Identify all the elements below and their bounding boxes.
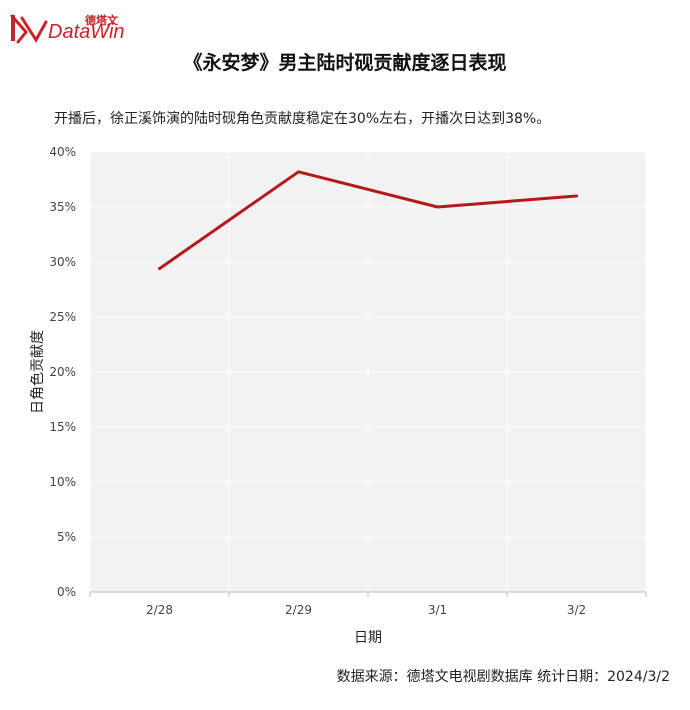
x-tick-label: 3/1: [428, 603, 447, 617]
y-tick-label: 35%: [49, 200, 76, 214]
y-tick-label: 15%: [49, 420, 76, 434]
chart-title: 《永安梦》男主陆时砚贡献度逐日表现: [183, 52, 507, 74]
logo-en-text: DataWin: [48, 21, 125, 43]
y-tick-labels: 0% 5% 10% 15% 20% 25% 30% 35% 40%: [49, 145, 76, 599]
y-tick-label: 10%: [49, 475, 76, 489]
x-tick-label: 2/29: [285, 603, 312, 617]
grid-lines: [89, 151, 647, 597]
y-tick-label: 20%: [49, 365, 76, 379]
x-axis-label: 日期: [354, 630, 382, 646]
y-axis-label: 日角色贡献度: [29, 330, 46, 414]
y-tick-label: 30%: [49, 255, 76, 269]
y-tick-label: 40%: [49, 145, 76, 159]
chart-subtitle: 开播后，徐正溪饰演的陆时砚角色贡献度稳定在30%左右，开播次日达到38%。: [54, 111, 551, 127]
datawin-logo: [8, 10, 148, 50]
y-tick-label: 25%: [49, 310, 76, 324]
x-tick-label: 3/2: [567, 603, 586, 617]
x-tick-labels: 2/28 2/29 3/1 3/2: [146, 603, 586, 617]
y-tick-label: 5%: [57, 530, 76, 544]
datawin-logo-mark: [10, 14, 48, 44]
series-line: [158, 170, 578, 271]
line-chart: 0% 5% 10% 15% 20% 25% 30% 35% 40% 2/28 2/29 3/1 3/2…: [29, 145, 647, 646]
x-tick-label: 2/28: [146, 603, 173, 617]
y-tick-label: 0%: [57, 585, 76, 599]
data-source: 数据来源：德塔文电视剧数据库 统计日期：2024/3/2: [336, 669, 670, 685]
logo-cn-text: 德塔文: [85, 14, 118, 27]
